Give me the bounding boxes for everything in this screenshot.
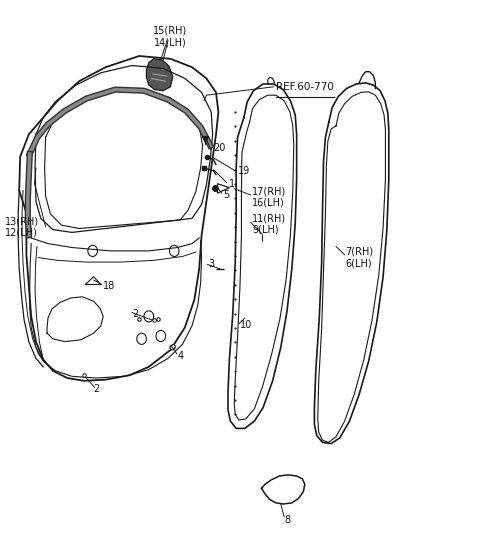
- Text: 5: 5: [223, 190, 229, 200]
- Text: 20: 20: [214, 143, 226, 153]
- Polygon shape: [146, 59, 173, 91]
- Text: 13(RH)
12(LH): 13(RH) 12(LH): [5, 216, 39, 237]
- Text: 8: 8: [284, 515, 290, 525]
- Text: 18: 18: [103, 281, 116, 291]
- Text: 10: 10: [240, 320, 252, 330]
- Text: 7(RH)
6(LH): 7(RH) 6(LH): [346, 247, 374, 268]
- Text: 3: 3: [209, 259, 215, 269]
- Text: 2: 2: [132, 309, 138, 319]
- Text: 11(RH)
9(LH): 11(RH) 9(LH): [252, 213, 286, 235]
- Text: 19: 19: [238, 166, 250, 176]
- Text: 1: 1: [228, 179, 235, 189]
- Text: 17(RH)
16(LH): 17(RH) 16(LH): [252, 186, 286, 208]
- Text: 15(RH)
14(LH): 15(RH) 14(LH): [153, 26, 188, 47]
- Text: REF.60-770: REF.60-770: [276, 82, 334, 92]
- Text: 2: 2: [94, 384, 100, 394]
- Text: 4: 4: [178, 351, 184, 361]
